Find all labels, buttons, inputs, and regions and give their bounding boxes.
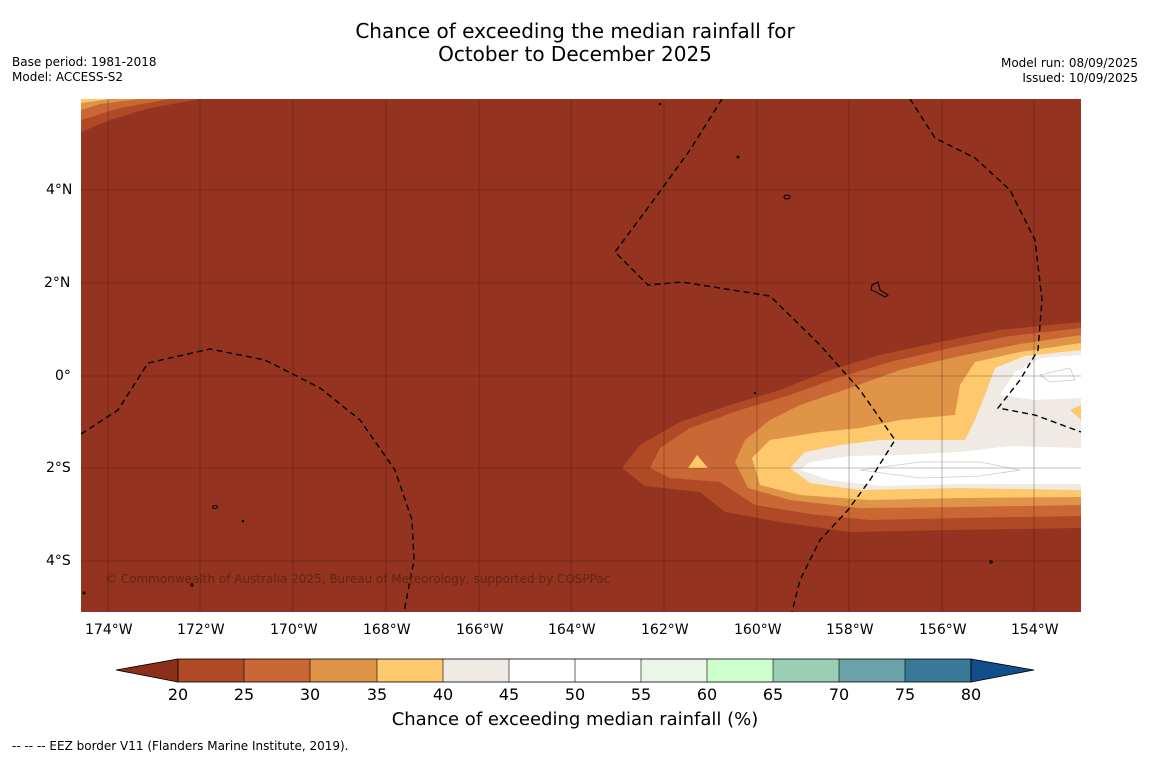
map-grid	[81, 99, 1081, 612]
island-1	[783, 194, 791, 200]
colorbar-tick-25: 25	[233, 685, 255, 704]
colorbar-tick-70: 70	[828, 685, 850, 704]
eez-footnote: -- -- -- EEZ border V11 (Flanders Marine…	[12, 739, 349, 753]
lat-label-4s: 4°S	[46, 553, 71, 569]
colorbar-segment-30	[310, 659, 377, 682]
lat-label-4n: 4°N	[46, 182, 73, 198]
contour-patch-40-45-east	[1070, 405, 1081, 420]
contour-30-35-topleft	[81, 99, 170, 120]
lat-label-2n: 2°N	[44, 275, 71, 291]
eez-border-east	[909, 99, 1081, 433]
colorbar-dividers	[243, 659, 906, 682]
colorbar-segment-45	[509, 659, 575, 682]
islands	[82, 102, 993, 595]
colorbar-tick-30: 30	[299, 685, 321, 704]
lon-label-172w: 172°W	[177, 622, 225, 638]
colorbar	[115, 658, 1035, 683]
colorbar-tick-40: 40	[432, 685, 454, 704]
lon-label-168w: 168°W	[363, 622, 411, 638]
eez-borders	[81, 99, 1081, 612]
lon-label-162w: 162°W	[641, 622, 689, 638]
colorbar-segment-65	[773, 659, 839, 682]
map-credit: © Commonwealth of Australia 2025, Bureau…	[105, 572, 611, 586]
island-10	[82, 591, 86, 595]
colorbar-segment-55	[641, 659, 707, 682]
colorbar-tick-75: 75	[894, 685, 916, 704]
colorbar-tick-35: 35	[366, 685, 388, 704]
contour-patch-35-40-small	[688, 455, 708, 468]
lon-label-154w: 154°W	[1011, 622, 1059, 638]
lon-label-164w: 164°W	[548, 622, 596, 638]
colorbar-frame	[177, 658, 972, 683]
island-3	[212, 505, 218, 509]
colorbar-segment-20	[178, 659, 244, 682]
lat-label-2s: 2°S	[46, 460, 71, 476]
contour-35-40-topleft	[81, 99, 140, 110]
lon-label-160w: 160°W	[734, 622, 782, 638]
colorbar-segment-70	[839, 659, 905, 682]
colorbar-segment-35	[377, 659, 443, 682]
contour-band-45-50-east	[1000, 355, 1081, 400]
title-line-1: Chance of exceeding the median rainfall …	[355, 19, 795, 43]
island-5	[190, 583, 194, 587]
colorbar-title: Chance of exceeding median rainfall (%)	[391, 709, 759, 730]
lon-label-174w: 174°W	[85, 622, 133, 638]
colorbar-extend-high	[970, 658, 1035, 683]
title-line-2: October to December 2025	[438, 42, 712, 66]
colorbar-tick-55: 55	[630, 685, 652, 704]
colorbar-tick-20: 20	[167, 685, 189, 704]
lon-label-158w: 158°W	[826, 622, 874, 638]
colorbar-extend-low	[115, 658, 179, 683]
island-7	[736, 155, 740, 159]
colorbar-segment-75	[905, 659, 971, 682]
colorbar-segment-50	[575, 659, 641, 682]
map-area	[81, 99, 1081, 612]
contour-band-45-50-south	[800, 446, 1081, 486]
colorbar-tick-80: 80	[960, 685, 982, 704]
island-8	[989, 560, 993, 564]
lat-label-0: 0°	[55, 368, 71, 384]
colorbar-segment-60	[707, 659, 773, 682]
island-9	[753, 391, 757, 395]
island-6	[658, 102, 662, 106]
eez-border-west	[81, 348, 415, 612]
colorbar-segment-25	[244, 659, 310, 682]
lon-label-166w: 166°W	[456, 622, 504, 638]
colorbar-tick-50: 50	[564, 685, 586, 704]
colorbar-tick-45: 45	[498, 685, 520, 704]
model-name: Model: ACCESS-S2	[12, 70, 124, 84]
lon-label-170w: 170°W	[270, 622, 318, 638]
colorbar-segment-40	[443, 659, 509, 682]
colorbar-tick-60: 60	[696, 685, 718, 704]
contour-line-white-2	[1039, 367, 1076, 383]
island-4	[241, 519, 245, 523]
base-period: Base period: 1981-2018	[12, 55, 157, 69]
issued-date: Issued: 10/09/2025	[1022, 71, 1138, 85]
island-2	[870, 281, 889, 298]
model-run: Model run: 08/09/2025	[1000, 56, 1138, 70]
lon-label-156w: 156°W	[919, 622, 967, 638]
colorbar-tick-65: 65	[762, 685, 784, 704]
contour-40-45-topleft	[81, 99, 110, 103]
contour-line-white	[859, 461, 1021, 479]
